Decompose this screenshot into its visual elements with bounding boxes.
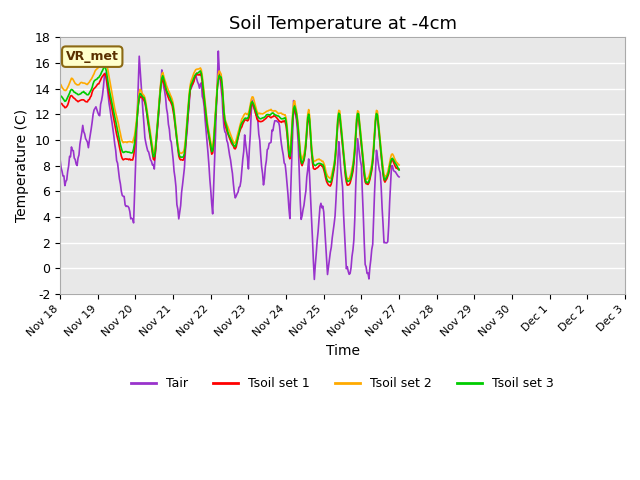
- Tsoil set 2: [269, 108, 276, 114]
- Title: Soil Temperature at -4cm: Soil Temperature at -4cm: [228, 15, 456, 33]
- Tair: [250, 106, 258, 111]
- Tsoil set 2: [262, 109, 269, 115]
- Tsoil set 1: [326, 183, 334, 189]
- Line: Tair: Tair: [60, 51, 399, 279]
- Tair: [396, 174, 403, 180]
- Tair: [262, 164, 269, 169]
- Tsoil set 2: [100, 55, 108, 61]
- Tsoil set 2: [56, 81, 64, 87]
- Y-axis label: Temperature (C): Temperature (C): [15, 109, 29, 222]
- Tsoil set 1: [56, 99, 64, 105]
- Line: Tsoil set 3: Tsoil set 3: [60, 67, 399, 182]
- Tsoil set 3: [250, 103, 258, 108]
- Tair: [269, 128, 276, 133]
- Tsoil set 2: [362, 177, 370, 183]
- Tsoil set 1: [262, 116, 269, 121]
- Tsoil set 1: [396, 167, 403, 172]
- Tsoil set 2: [66, 80, 74, 86]
- Tsoil set 2: [355, 109, 362, 115]
- Tsoil set 3: [120, 149, 128, 155]
- Tair: [310, 276, 318, 282]
- Legend: Tair, Tsoil set 1, Tsoil set 2, Tsoil set 3: Tair, Tsoil set 1, Tsoil set 2, Tsoil se…: [127, 372, 559, 395]
- Tsoil set 3: [355, 111, 362, 117]
- Tsoil set 3: [269, 110, 276, 116]
- Tair: [66, 154, 74, 159]
- X-axis label: Time: Time: [326, 344, 360, 358]
- Tair: [120, 193, 127, 199]
- Tair: [56, 157, 64, 163]
- Tsoil set 2: [120, 139, 128, 145]
- Tsoil set 1: [269, 114, 276, 120]
- Tsoil set 2: [250, 98, 258, 104]
- Tair: [214, 48, 222, 54]
- Tsoil set 2: [396, 162, 403, 168]
- Tsoil set 3: [66, 90, 74, 96]
- Tsoil set 3: [364, 180, 372, 185]
- Tsoil set 3: [396, 167, 403, 173]
- Tsoil set 1: [66, 96, 74, 101]
- Tsoil set 1: [356, 125, 364, 131]
- Tsoil set 3: [56, 92, 64, 98]
- Tsoil set 3: [100, 64, 108, 70]
- Line: Tsoil set 2: Tsoil set 2: [60, 58, 399, 180]
- Tsoil set 3: [262, 114, 269, 120]
- Line: Tsoil set 1: Tsoil set 1: [60, 73, 399, 186]
- Tair: [356, 151, 364, 157]
- Tsoil set 1: [120, 157, 127, 163]
- Tsoil set 1: [250, 105, 258, 110]
- Text: VR_met: VR_met: [66, 50, 118, 63]
- Tsoil set 1: [193, 71, 200, 76]
